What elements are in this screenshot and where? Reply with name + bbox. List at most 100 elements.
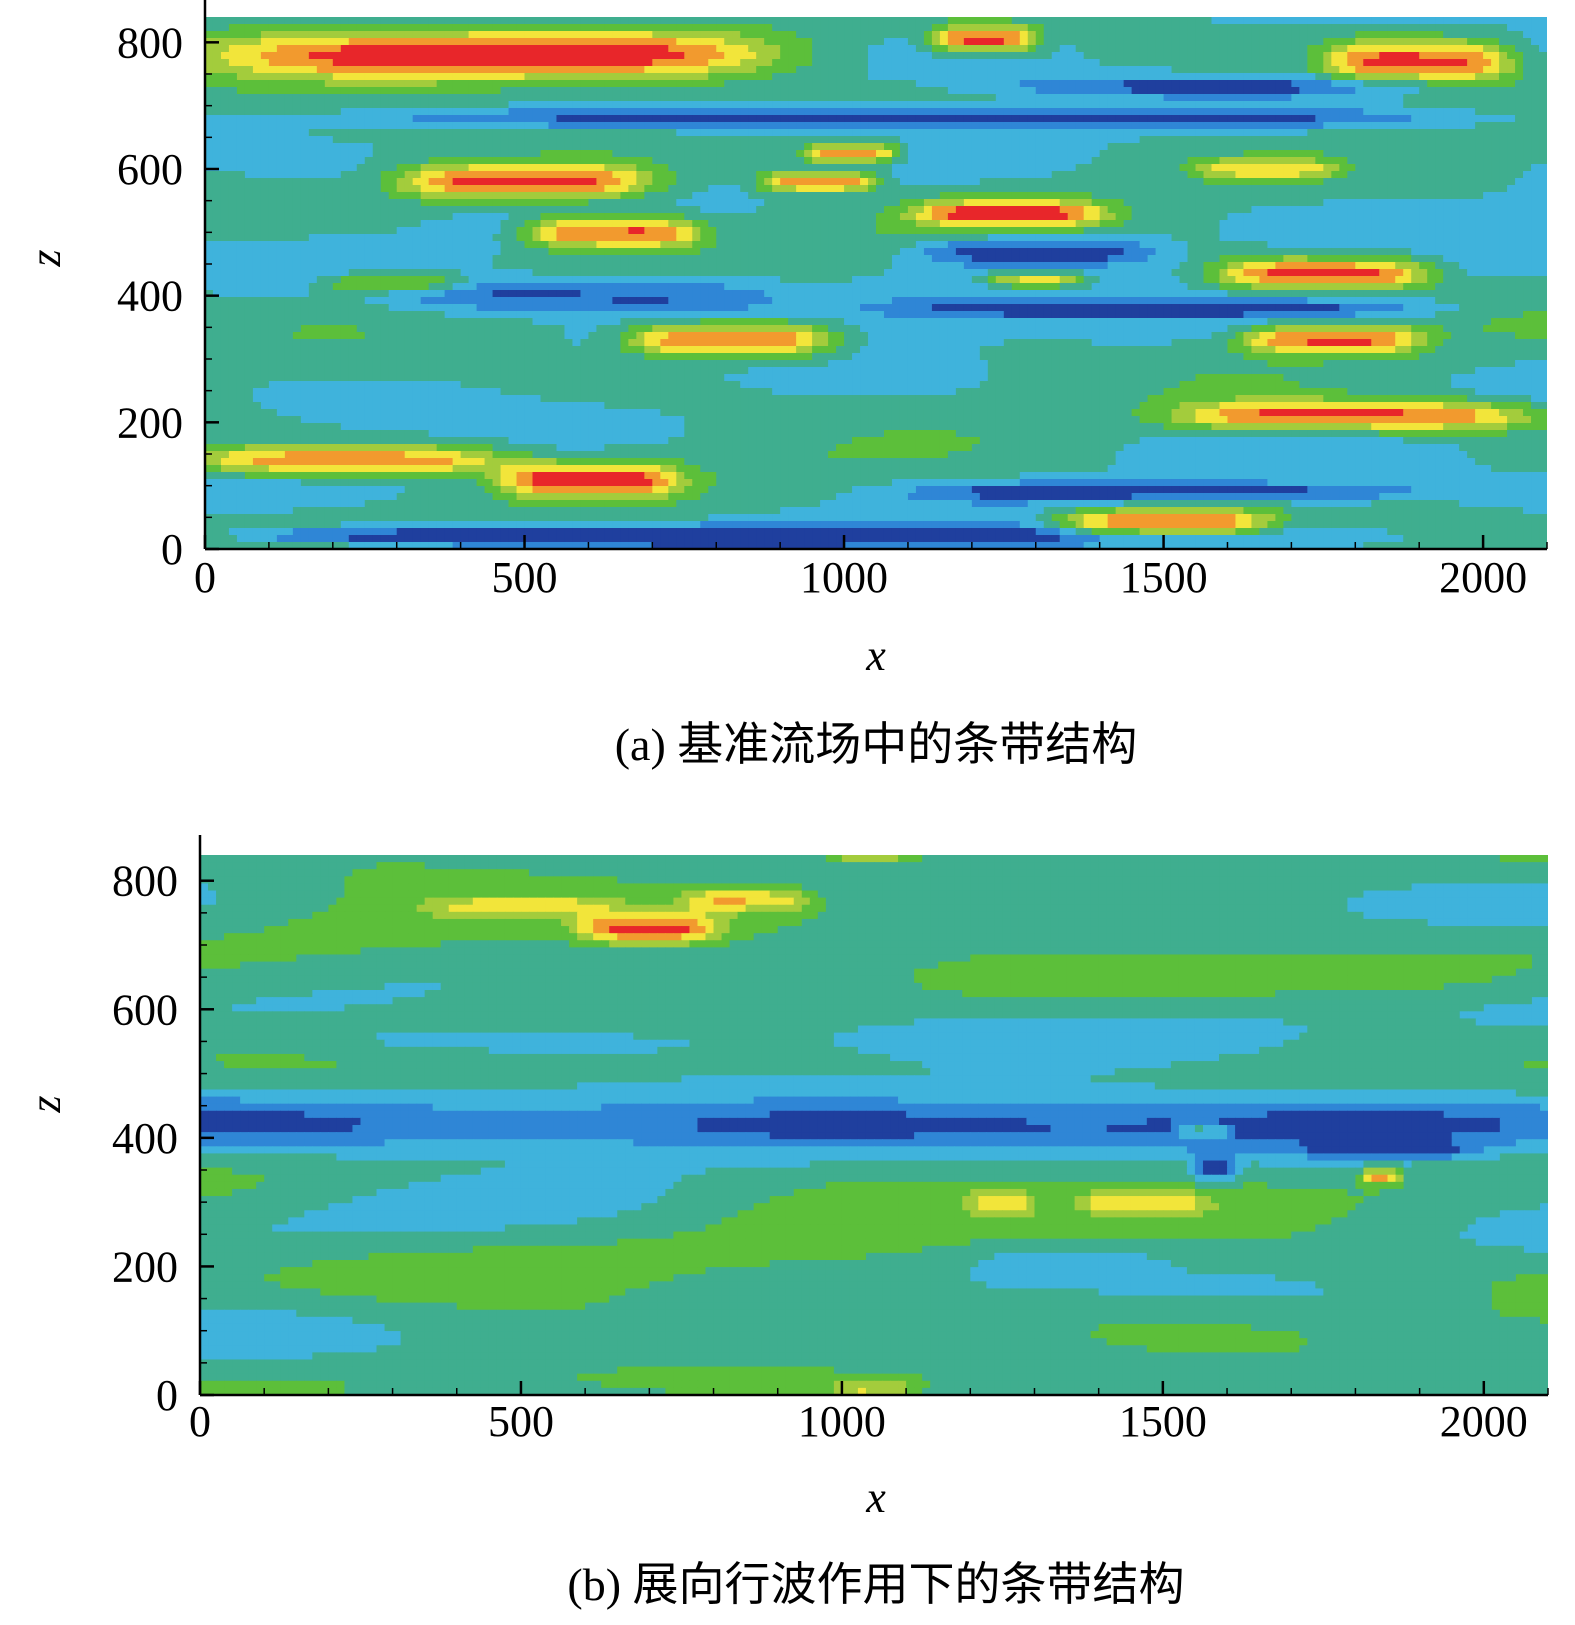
- heat-cell: [476, 24, 486, 32]
- heat-cell: [1299, 157, 1308, 165]
- heat-cell: [292, 80, 302, 88]
- heat-cell: [284, 66, 294, 74]
- heat-cell: [963, 164, 973, 172]
- heat-cell: [860, 59, 869, 67]
- heat-cell: [604, 192, 613, 200]
- heat-cell: [380, 115, 390, 123]
- heat-cell: [676, 143, 685, 151]
- heat-cell: [852, 178, 861, 186]
- heat-cell: [284, 115, 294, 123]
- heat-cell: [1235, 101, 1245, 109]
- heat-cell: [396, 24, 406, 32]
- heat-cell: [300, 101, 310, 109]
- heat-cell: [1227, 178, 1237, 186]
- heat-cell: [812, 192, 821, 200]
- heat-cell: [1043, 108, 1053, 116]
- heat-cell: [1291, 157, 1300, 165]
- heat-cell: [1027, 206, 1037, 214]
- heat-cell: [380, 220, 390, 228]
- heat-cell: [963, 73, 973, 81]
- heat-cell: [1315, 185, 1324, 193]
- heat-cell: [1123, 59, 1133, 67]
- heat-cell: [588, 24, 598, 32]
- heat-cell: [955, 17, 965, 25]
- heat-cell: [300, 150, 310, 158]
- heat-cell: [324, 66, 334, 74]
- heat-cell: [1075, 157, 1085, 165]
- heat-cell: [468, 143, 478, 151]
- heat-cell: [692, 171, 701, 179]
- heat-cell: [931, 24, 941, 32]
- heat-cell: [1443, 24, 1452, 32]
- heat-cell: [556, 94, 566, 102]
- heat-cell: [340, 157, 350, 165]
- heat-cell: [907, 220, 917, 228]
- heat-cell: [1507, 122, 1516, 130]
- heat-cell: [1443, 143, 1452, 151]
- heat-cell: [923, 178, 933, 186]
- heat-cell: [364, 59, 374, 67]
- heat-cell: [1147, 164, 1157, 172]
- heat-cell: [1331, 115, 1340, 123]
- heat-cell: [1219, 178, 1229, 186]
- heat-cell: [300, 17, 310, 25]
- heat-cell: [1515, 192, 1524, 200]
- heat-cell: [1251, 206, 1261, 214]
- heat-cell: [1435, 115, 1444, 123]
- heat-cell: [268, 150, 278, 158]
- heat-cell: [220, 213, 230, 221]
- heat-cell: [1435, 101, 1444, 109]
- heat-cell: [1075, 171, 1085, 179]
- heat-cell: [716, 192, 725, 200]
- heat-cell: [1339, 59, 1348, 67]
- heat-cell: [1323, 17, 1332, 25]
- heat-cell: [1371, 45, 1380, 53]
- heat-cell: [955, 66, 965, 74]
- heat-cell: [580, 45, 590, 53]
- heat-cell: [620, 108, 629, 116]
- heat-cell: [660, 115, 669, 123]
- heat-cell: [388, 143, 398, 151]
- heat-cell: [1083, 115, 1093, 123]
- heat-cell: [444, 136, 454, 144]
- heat-cell: [1331, 192, 1340, 200]
- heat-cell: [1203, 143, 1213, 151]
- heat-cell: [1339, 38, 1348, 46]
- heat-cell: [868, 73, 877, 81]
- heat-cell: [452, 87, 462, 95]
- heat-cell: [452, 80, 462, 88]
- heat-cell: [644, 80, 653, 88]
- heat-cell: [1155, 17, 1165, 25]
- heat-cell: [1107, 108, 1117, 116]
- heat-cell: [1283, 38, 1292, 46]
- heat-cell: [1539, 80, 1547, 88]
- heat-cell: [1195, 38, 1205, 46]
- heat-cell: [1291, 66, 1300, 74]
- heat-cell: [1395, 122, 1404, 130]
- heat-cell: [244, 73, 254, 81]
- heat-cell: [380, 38, 390, 46]
- heat-cell: [388, 178, 398, 186]
- heat-cell: [979, 45, 989, 53]
- heat-cell: [1467, 178, 1476, 186]
- heat-cell: [420, 17, 430, 25]
- heat-cell: [923, 150, 933, 158]
- heat-cell: [1067, 17, 1077, 25]
- heat-cell: [1051, 192, 1061, 200]
- heat-cell: [308, 45, 318, 53]
- heat-cell: [1155, 66, 1165, 74]
- heat-cell: [396, 171, 406, 179]
- heat-cell: [1179, 80, 1189, 88]
- heat-cell: [1451, 136, 1460, 144]
- heat-cell: [1011, 38, 1021, 46]
- heat-cell: [628, 199, 637, 207]
- heat-cell: [772, 157, 781, 165]
- heat-cell: [1523, 206, 1532, 214]
- heat-cell: [516, 164, 526, 172]
- heat-cell: [684, 136, 693, 144]
- heat-cell: [764, 122, 773, 130]
- heat-cell: [1387, 171, 1396, 179]
- heat-cell: [380, 108, 390, 116]
- heat-cell: [1171, 136, 1181, 144]
